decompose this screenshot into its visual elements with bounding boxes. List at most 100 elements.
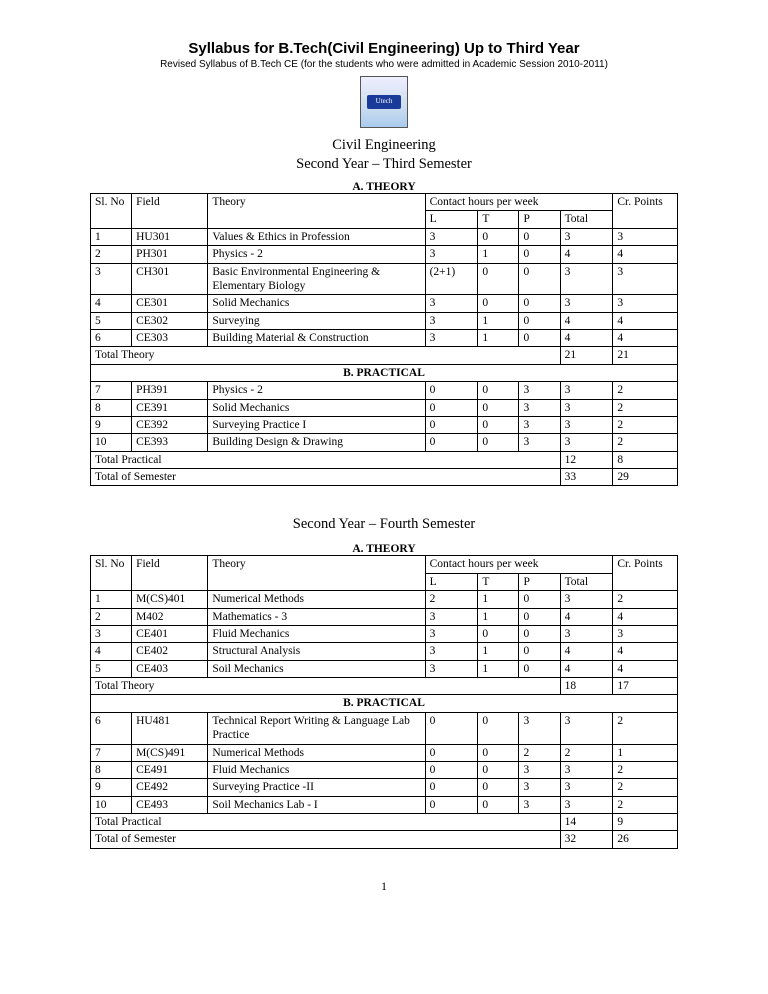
total-value: 18 <box>560 678 613 695</box>
table-cell: 2 <box>560 744 613 761</box>
table-cell: Soil Mechanics Lab - I <box>208 796 425 813</box>
total-label: Total Practical <box>91 451 561 468</box>
table-cell: 0 <box>478 761 519 778</box>
table-cell: 3 <box>560 263 613 295</box>
total-label: Total Theory <box>91 678 561 695</box>
table-cell: 2 <box>613 434 678 451</box>
total-value: 14 <box>560 814 613 831</box>
table-cell: HU301 <box>132 228 208 245</box>
table-cell: 0 <box>478 779 519 796</box>
total-value: 21 <box>560 347 613 364</box>
table-cell: 10 <box>91 434 132 451</box>
table-cell: 6 <box>91 330 132 347</box>
table-cell: M(CS)401 <box>132 591 208 608</box>
table-cell: Surveying <box>208 312 425 329</box>
col-P: P <box>519 573 560 590</box>
table-cell: 2 <box>425 591 478 608</box>
table-cell: 0 <box>478 263 519 295</box>
table-cell: 0 <box>425 761 478 778</box>
table-cell: 9 <box>91 416 132 433</box>
col-theory: Theory <box>208 194 425 229</box>
table-cell: 2 <box>613 796 678 813</box>
table-cell: 4 <box>613 246 678 263</box>
syllabus-table: Sl. NoFieldTheoryContact hours per weekC… <box>90 555 678 848</box>
table-cell: M402 <box>132 608 208 625</box>
total-cr: 17 <box>613 678 678 695</box>
table-cell: 0 <box>519 591 560 608</box>
sem3-theory-title: A. THEORY <box>90 181 678 193</box>
table-cell: 5 <box>91 660 132 677</box>
col-slno: Sl. No <box>91 556 132 591</box>
table-cell: 8 <box>91 761 132 778</box>
table-cell: Numerical Methods <box>208 744 425 761</box>
university-logo-icon <box>360 76 408 128</box>
table-cell: 3 <box>519 761 560 778</box>
table-cell: Fluid Mechanics <box>208 625 425 642</box>
table-cell: CE301 <box>132 295 208 312</box>
table-cell: 3 <box>425 330 478 347</box>
table-cell: 0 <box>425 416 478 433</box>
table-cell: 0 <box>425 399 478 416</box>
table-cell: 1 <box>478 660 519 677</box>
table-cell: 1 <box>91 228 132 245</box>
table-cell: 0 <box>425 744 478 761</box>
table-cell: 3 <box>519 382 560 399</box>
col-T: T <box>478 573 519 590</box>
table-cell: 3 <box>613 625 678 642</box>
table-cell: 0 <box>478 434 519 451</box>
table-cell: 3 <box>560 399 613 416</box>
doc-subtitle: Revised Syllabus of B.Tech CE (for the s… <box>90 59 678 70</box>
table-cell: 2 <box>613 382 678 399</box>
table-cell: CE302 <box>132 312 208 329</box>
table-cell: 2 <box>613 712 678 744</box>
practical-title: B. PRACTICAL <box>91 364 678 381</box>
table-cell: Soil Mechanics <box>208 660 425 677</box>
page-number: 1 <box>90 879 678 894</box>
table-cell: 4 <box>613 330 678 347</box>
table-cell: 0 <box>478 399 519 416</box>
table-cell: Physics - 2 <box>208 246 425 263</box>
table-cell: Numerical Methods <box>208 591 425 608</box>
col-field: Field <box>132 556 208 591</box>
table-cell: 0 <box>519 608 560 625</box>
table-cell: 4 <box>613 660 678 677</box>
doc-title: Syllabus for B.Tech(Civil Engineering) U… <box>90 40 678 57</box>
col-field: Field <box>132 194 208 229</box>
table-cell: CE493 <box>132 796 208 813</box>
table-cell: HU481 <box>132 712 208 744</box>
table-cell: 0 <box>519 295 560 312</box>
table-cell: 3 <box>425 246 478 263</box>
table-cell: 3 <box>519 712 560 744</box>
col-Total: Total <box>560 211 613 228</box>
table-cell: 1 <box>91 591 132 608</box>
table-cell: 7 <box>91 744 132 761</box>
table-cell: 0 <box>519 643 560 660</box>
total-value: 33 <box>560 469 613 486</box>
sem3-table-wrap: Sl. NoFieldTheoryContact hours per weekC… <box>90 193 678 486</box>
table-cell: 0 <box>425 779 478 796</box>
total-label: Total of Semester <box>91 469 561 486</box>
table-cell: 3 <box>560 434 613 451</box>
table-cell: 4 <box>91 295 132 312</box>
table-cell: 2 <box>613 591 678 608</box>
col-contact: Contact hours per week <box>425 194 613 211</box>
total-cr: 9 <box>613 814 678 831</box>
col-cr: Cr. Points <box>613 556 678 591</box>
col-Total: Total <box>560 573 613 590</box>
table-cell: 0 <box>425 712 478 744</box>
table-cell: 10 <box>91 796 132 813</box>
table-cell: 4 <box>91 643 132 660</box>
dept-heading: Civil Engineering <box>90 137 678 154</box>
table-cell: 1 <box>478 591 519 608</box>
table-cell: 1 <box>478 330 519 347</box>
table-cell: PH301 <box>132 246 208 263</box>
table-cell: 4 <box>613 608 678 625</box>
sem3-heading: Second Year – Third Semester <box>90 156 678 173</box>
table-cell: Solid Mechanics <box>208 399 425 416</box>
table-cell: 2 <box>613 399 678 416</box>
sem4-table-wrap: Sl. NoFieldTheoryContact hours per weekC… <box>90 555 678 848</box>
col-theory: Theory <box>208 556 425 591</box>
table-cell: 4 <box>560 312 613 329</box>
table-cell: CE403 <box>132 660 208 677</box>
table-cell: 2 <box>91 608 132 625</box>
